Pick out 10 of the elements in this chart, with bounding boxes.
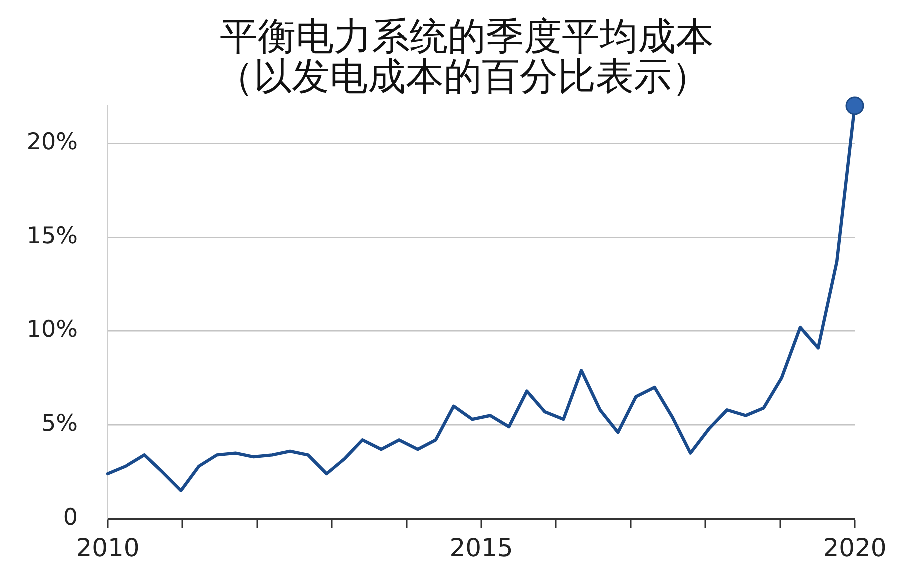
x-tick-label: 2015 [450, 534, 514, 562]
y-tick-label: 20% [26, 130, 78, 156]
y-tick-label: 15% [26, 223, 78, 250]
chart-subtitle: （以发电成本的百分比表示） [216, 56, 710, 98]
chart-title: 平衡电力系统的季度平均成本 [220, 16, 714, 58]
y-tick-label: 5% [42, 411, 78, 438]
y-tick-label: 10% [26, 317, 78, 344]
x-tick-label: 2010 [76, 534, 140, 562]
y-tick-label: 0 [63, 504, 78, 531]
x-tick-label: 2020 [823, 534, 887, 562]
